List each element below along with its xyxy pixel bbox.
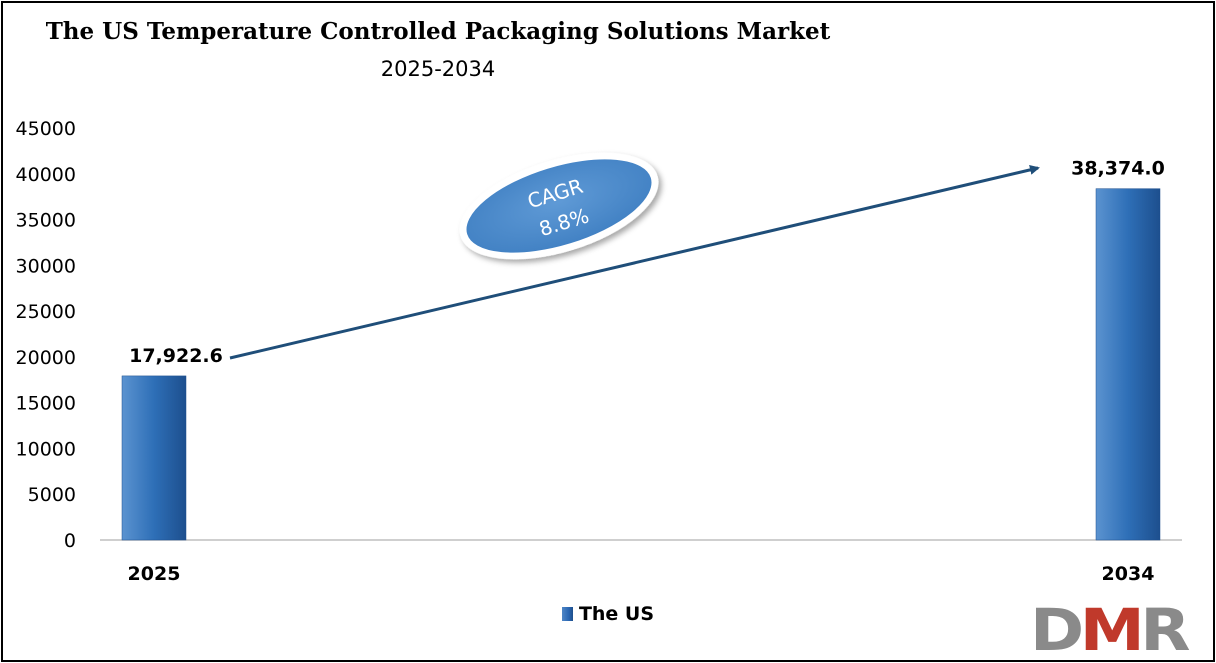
x-tick-label: 2034 <box>1102 563 1155 585</box>
cagr-badge: CAGR 8.8% <box>459 152 659 260</box>
bar-series <box>121 188 1161 541</box>
y-tick-label: 35000 <box>16 210 76 232</box>
y-tick-label: 5000 <box>28 484 76 506</box>
bar <box>121 375 187 541</box>
growth-arrow <box>229 164 1040 360</box>
x-axis: 2025 2034 <box>128 563 1155 585</box>
y-tick-label: 30000 <box>16 255 76 277</box>
data-label: 17,922.6 <box>129 345 223 367</box>
dmr-logo: DM R <box>1030 600 1190 655</box>
chart-title: The US Temperature Controlled Packaging … <box>45 18 831 45</box>
y-tick-label: 0 <box>64 530 76 552</box>
chart-subtitle: 2025-2034 <box>380 57 496 81</box>
y-tick-label: 15000 <box>16 393 76 415</box>
y-tick-label: 25000 <box>16 301 76 323</box>
legend-swatch <box>561 607 573 621</box>
data-labels: 17,922.6 38,374.0 <box>129 158 1165 367</box>
x-tick-label: 2025 <box>128 563 181 585</box>
y-tick-label: 40000 <box>16 164 76 186</box>
bar <box>1095 188 1161 541</box>
y-tick-label: 20000 <box>16 347 76 369</box>
y-tick-label: 45000 <box>16 118 76 140</box>
y-tick-label: 10000 <box>16 438 76 460</box>
legend-label: The US <box>578 603 655 625</box>
y-axis: 0 5000 10000 15000 20000 25000 30000 35000 40000… <box>16 118 76 552</box>
data-label: 38,374.0 <box>1071 158 1165 180</box>
svg-text:DMR: DM R <box>1030 600 1190 655</box>
legend: The US <box>0 603 1216 625</box>
